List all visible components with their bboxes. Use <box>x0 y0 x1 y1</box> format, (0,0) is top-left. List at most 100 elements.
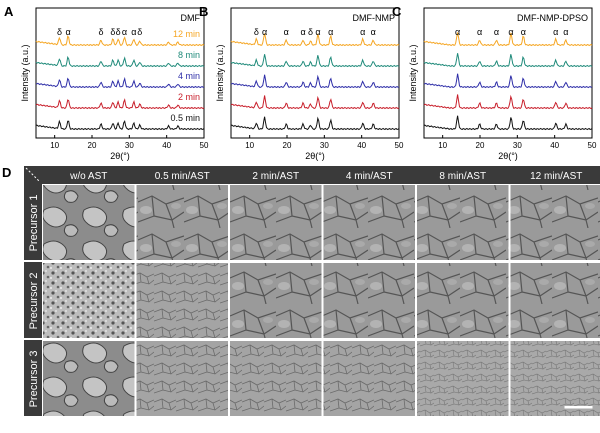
xrd-panel-b: B DMF-NMP Intensity (a.u.) 10 20 30 40 50 2θ(°) δ… <box>199 4 404 161</box>
plot-frame <box>423 7 593 139</box>
peak-label: α <box>122 27 127 37</box>
trace-label: 0.5 min <box>170 113 200 123</box>
panel-letter: D <box>2 165 11 180</box>
x-tick-label: 20 <box>88 141 97 150</box>
sem-image <box>323 185 415 260</box>
peak-label: δ <box>98 27 103 37</box>
sem-image <box>136 185 228 260</box>
xrd-trace <box>423 53 593 68</box>
x-tick-label: 20 <box>283 141 292 150</box>
peak-label: α <box>553 27 558 37</box>
xrd-trace <box>423 32 593 47</box>
corner-divider <box>25 167 41 183</box>
peak-label: δ <box>254 27 259 37</box>
xrd-panel-c: C DMF-NMP-DPSO Intensity (a.u.) 10 20 30 40 50 2… <box>392 4 597 161</box>
x-tick-label: 50 <box>200 141 209 150</box>
sem-image <box>43 185 135 260</box>
x-tick-label: 10 <box>50 141 59 150</box>
xrd-trace <box>423 94 593 110</box>
peak-label: δ <box>308 27 313 37</box>
sem-header-bar <box>24 166 600 184</box>
panel-letter: B <box>199 4 208 19</box>
trace-label: 8 min <box>178 50 200 60</box>
sem-image <box>417 263 509 338</box>
peak-label: α <box>300 27 305 37</box>
xrd-trace <box>231 74 399 89</box>
sem-image <box>417 341 509 416</box>
column-header: 4 min/AST <box>346 171 393 182</box>
panel-letter: A <box>4 4 14 19</box>
sem-image <box>230 185 322 260</box>
y-axis-label: Intensity (a.u.) <box>215 44 225 101</box>
trace-label: 12 min <box>173 29 200 39</box>
x-tick-label: 10 <box>245 141 254 150</box>
sem-image <box>230 341 322 416</box>
row-label: Precursor 3 <box>28 351 40 408</box>
xrd-trace <box>35 98 205 110</box>
peak-label: δ <box>137 27 142 37</box>
sem-image <box>230 263 322 338</box>
plot-frame <box>230 7 400 139</box>
xrd-trace <box>423 115 593 131</box>
sem-image <box>417 185 509 260</box>
x-tick-label: 30 <box>125 141 134 150</box>
x-tick-label: 10 <box>438 141 447 150</box>
scale-bar <box>564 406 593 409</box>
panel-title: DMF <box>181 13 201 23</box>
peak-label: δ <box>57 27 62 37</box>
trace-label: 4 min <box>178 71 200 81</box>
peak-label: α <box>66 27 71 37</box>
xrd-trace <box>230 33 400 47</box>
x-axis-label: 2θ(°) <box>498 151 518 161</box>
panel-letter: C <box>392 4 402 19</box>
row-label-bar <box>24 184 42 260</box>
row-label: Precursor 2 <box>28 273 40 330</box>
sem-image <box>136 263 228 338</box>
column-header: w/o AST <box>69 171 107 182</box>
trace-label: 2 min <box>178 92 200 102</box>
panel-title: DMF-NMP-DPSO <box>517 13 588 23</box>
sem-image <box>510 341 600 416</box>
xrd-trace <box>230 54 400 68</box>
x-tick-label: 50 <box>588 141 597 150</box>
peak-label: α <box>563 27 568 37</box>
y-axis-label: Intensity (a.u.) <box>20 44 30 101</box>
sem-image <box>323 341 415 416</box>
plot-frame <box>35 7 205 139</box>
x-tick-label: 20 <box>476 141 485 150</box>
x-tick-label: 40 <box>550 141 559 150</box>
peak-label: α <box>131 27 136 37</box>
x-tick-label: 40 <box>357 141 366 150</box>
peak-label: α <box>328 27 333 37</box>
xrd-trace <box>230 116 400 131</box>
column-header: 0.5 min/AST <box>155 171 210 182</box>
column-header: 8 min/AST <box>439 171 486 182</box>
xrd-panel-a: A DMF Intensity (a.u.) 10 20 30 40 50 2θ(°) 12 mi… <box>4 4 209 161</box>
xrd-trace <box>230 95 400 110</box>
peak-label: α <box>284 27 289 37</box>
peak-label: α <box>360 27 365 37</box>
sem-image <box>43 341 135 416</box>
peak-label: α <box>315 27 320 37</box>
row-label-bar <box>24 262 42 338</box>
peak-label: α <box>262 27 267 37</box>
row-label: Precursor 1 <box>28 195 40 252</box>
y-axis-label: Intensity (a.u.) <box>408 44 418 101</box>
x-tick-label: 30 <box>513 141 522 150</box>
peak-label: α <box>455 27 460 37</box>
peak-label: α <box>494 27 499 37</box>
sem-image <box>510 263 600 338</box>
column-header: 2 min/AST <box>252 171 299 182</box>
x-tick-label: 30 <box>320 141 329 150</box>
x-axis-label: 2θ(°) <box>110 151 130 161</box>
sem-image <box>510 185 600 260</box>
peak-label: δ <box>110 27 115 37</box>
xrd-trace <box>35 35 205 47</box>
xrd-panels: A DMF Intensity (a.u.) 10 20 30 40 50 2θ(°) 12 mi… <box>4 4 597 161</box>
x-tick-label: 40 <box>162 141 171 150</box>
x-axis-label: 2θ(°) <box>305 151 325 161</box>
peak-label: α <box>371 27 376 37</box>
xrd-trace <box>35 119 205 131</box>
